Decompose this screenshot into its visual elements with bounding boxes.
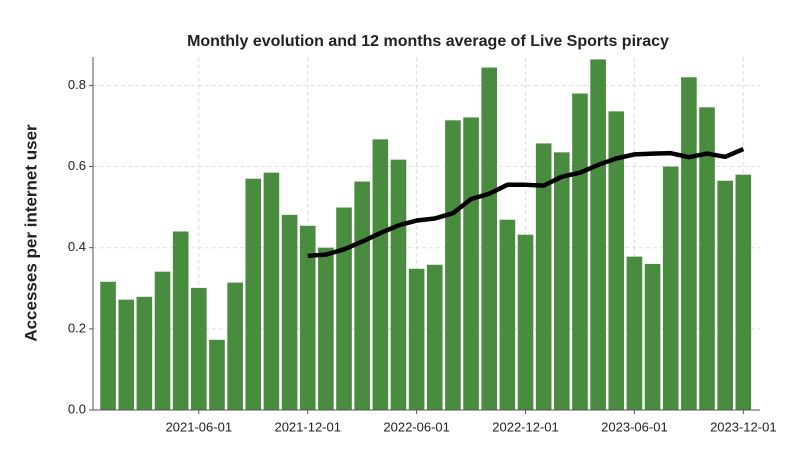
bar (481, 67, 498, 410)
bar (372, 139, 389, 410)
y-axis-label: Accesses per internet user (21, 124, 40, 342)
y-tick-label: 0.4 (68, 239, 86, 254)
y-tick-label: 0.6 (68, 158, 86, 173)
bar (517, 234, 534, 410)
x-tick-label: 2023-12-01 (710, 419, 777, 434)
bar (299, 225, 316, 410)
bar (699, 107, 715, 410)
bar (318, 247, 334, 410)
bar (191, 287, 207, 410)
bar (408, 268, 425, 410)
bar (644, 263, 661, 410)
bar (118, 299, 135, 410)
bar (136, 296, 153, 410)
bar (626, 256, 643, 410)
bar (463, 117, 479, 410)
bar (209, 339, 225, 410)
bar (554, 152, 570, 410)
bar (590, 59, 606, 411)
bar (608, 111, 625, 410)
bar (354, 181, 370, 410)
bar (681, 77, 697, 410)
bar (281, 214, 298, 410)
x-tick-label: 2022-06-01 (383, 419, 450, 434)
bar (336, 207, 352, 410)
bar (263, 172, 280, 410)
bar (717, 180, 733, 410)
bar (100, 281, 116, 410)
bar (662, 166, 679, 410)
x-tick-label: 2023-06-01 (601, 419, 668, 434)
bar (245, 178, 262, 410)
bar (390, 159, 407, 410)
x-tick-label: 2022-12-01 (492, 419, 559, 434)
bar (154, 271, 171, 410)
y-tick-label: 0.2 (68, 320, 86, 335)
y-tick-label: 0.8 (68, 77, 86, 92)
bar (172, 231, 189, 410)
bar (227, 282, 243, 410)
bar (535, 143, 552, 410)
chart-title: Monthly evolution and 12 months average … (187, 33, 669, 50)
bar (445, 120, 461, 410)
bar (735, 174, 752, 410)
x-tick-label: 2021-06-01 (166, 419, 233, 434)
average-line (307, 147, 745, 259)
bar (426, 264, 443, 410)
bar (499, 219, 516, 410)
x-tick-label: 2021-12-01 (274, 419, 341, 434)
y-tick-label: 0.0 (68, 401, 86, 416)
bar (572, 93, 588, 410)
